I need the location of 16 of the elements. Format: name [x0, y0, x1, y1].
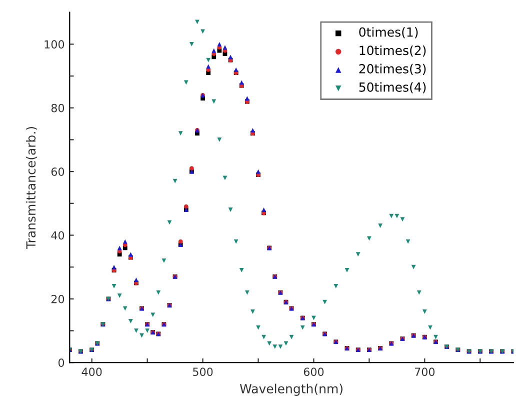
x-tick-label: 500 — [193, 368, 213, 376]
y-tick-label: 20 — [51, 294, 64, 304]
legend-label: 20times(3) — [359, 64, 426, 75]
y-tick-label: 80 — [51, 104, 64, 112]
x-axis-title: Wavelength(nm) — [240, 384, 342, 396]
y-tick-label: 0 — [58, 358, 64, 367]
legend-label: 0times(1) — [359, 27, 418, 38]
x-tick-label: 700 — [414, 368, 435, 376]
y-tick-label: 60 — [51, 168, 64, 176]
x-tick-label: 400 — [82, 368, 102, 376]
legend-label: 50times(4) — [359, 82, 426, 94]
y-tick-label: 100 — [44, 40, 64, 49]
y-tick-label: 40 — [51, 231, 64, 240]
x-tick-label: 600 — [304, 368, 324, 376]
y-axis-title: Transmittance(arb.) — [26, 126, 38, 250]
legend-label: 10times(2) — [360, 45, 426, 57]
